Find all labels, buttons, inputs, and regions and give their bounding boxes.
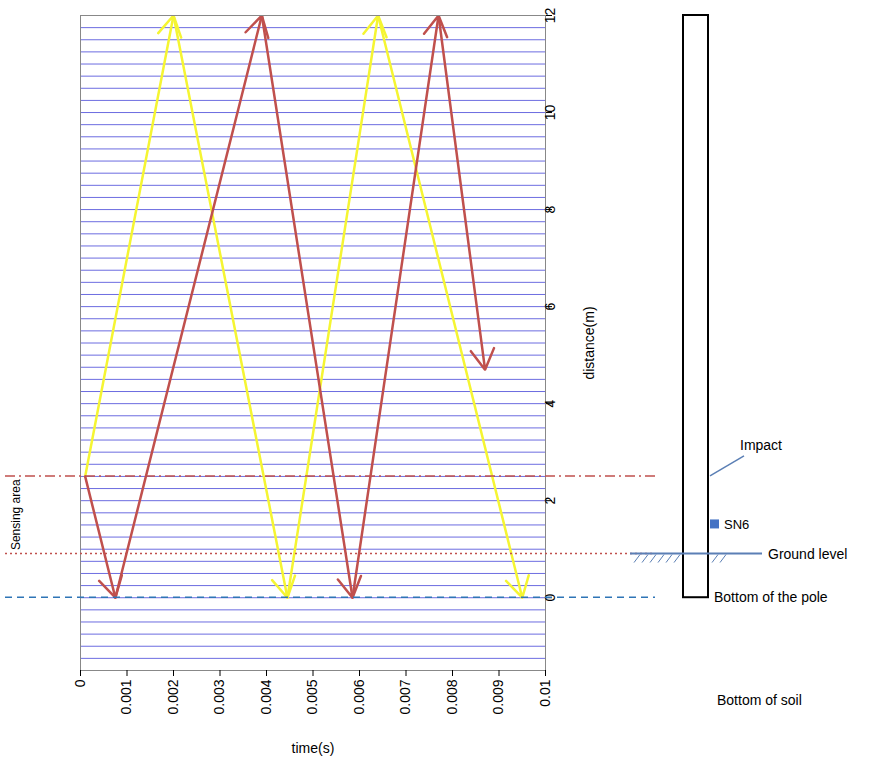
svg-text:Ground level: Ground level (768, 546, 847, 562)
svg-text:0.002: 0.002 (165, 679, 181, 714)
svg-text:Sensing area: Sensing area (9, 479, 23, 550)
svg-text:2: 2 (542, 497, 558, 505)
svg-text:0.004: 0.004 (258, 679, 274, 714)
svg-text:0.001: 0.001 (118, 679, 134, 714)
svg-text:Bottom of the pole: Bottom of the pole (714, 589, 828, 605)
svg-text:0.01: 0.01 (537, 679, 553, 706)
svg-text:8: 8 (542, 205, 558, 213)
svg-text:0.007: 0.007 (397, 679, 413, 714)
svg-text:SN6: SN6 (724, 517, 749, 532)
svg-text:time(s): time(s) (292, 740, 335, 756)
svg-text:0.006: 0.006 (351, 679, 367, 714)
svg-text:0: 0 (542, 594, 558, 602)
svg-text:0: 0 (72, 679, 88, 687)
svg-text:10: 10 (542, 105, 558, 121)
svg-text:Bottom of soil: Bottom of soil (717, 692, 802, 708)
svg-text:Impact: Impact (740, 437, 782, 453)
svg-text:0.003: 0.003 (211, 679, 227, 714)
svg-text:0.008: 0.008 (444, 679, 460, 714)
svg-text:4: 4 (542, 400, 558, 408)
svg-text:0.005: 0.005 (304, 679, 320, 714)
svg-text:6: 6 (542, 303, 558, 311)
svg-text:12: 12 (542, 8, 558, 24)
svg-text:distance(m): distance(m) (581, 306, 597, 379)
svg-text:0.009: 0.009 (490, 679, 506, 714)
